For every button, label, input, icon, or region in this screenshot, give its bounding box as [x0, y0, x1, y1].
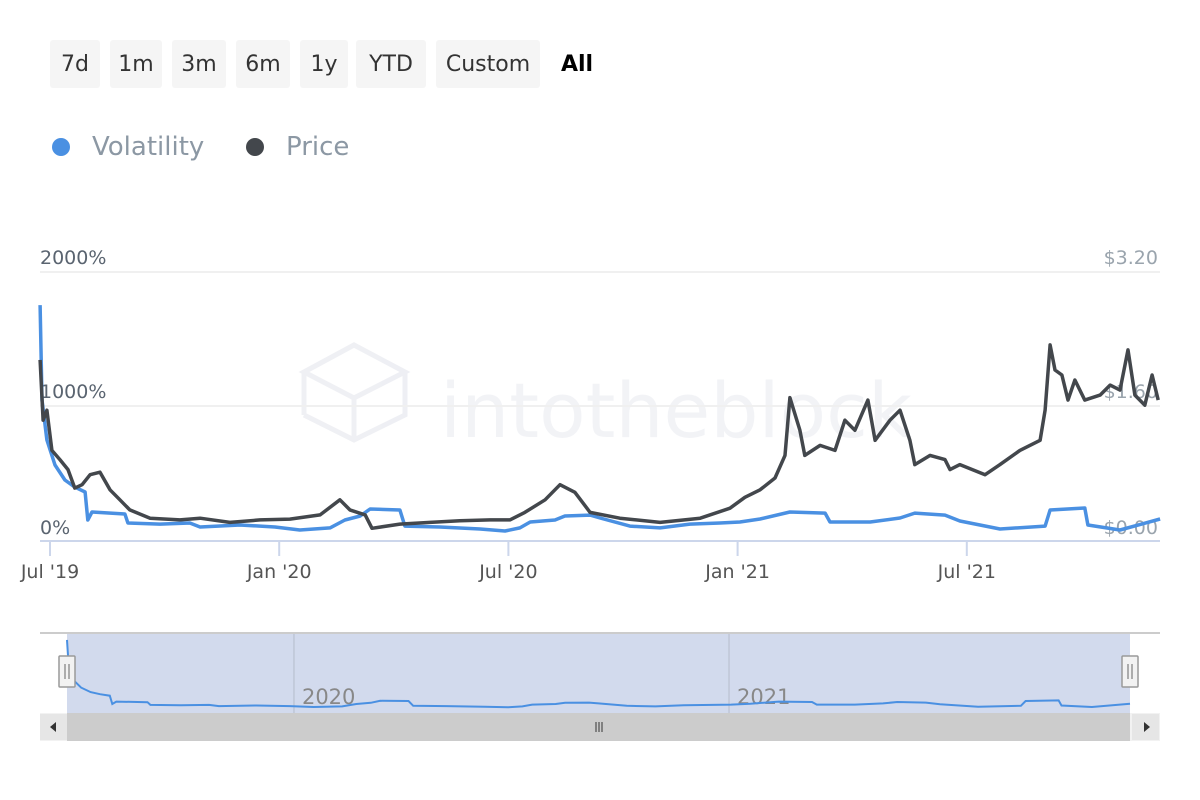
watermark: intotheblock: [298, 342, 912, 455]
navigator-label: 2021: [737, 685, 790, 709]
navigator-series: [66, 639, 1131, 709]
x-tick-label: Jan '20: [246, 561, 312, 583]
navigator-selection[interactable]: [67, 634, 1130, 713]
legend-label: Volatility: [92, 132, 205, 162]
range-button-7d[interactable]: 7d: [50, 40, 100, 88]
watermark-text: intotheblock: [440, 366, 912, 455]
legend-volatility[interactable]: Volatility: [52, 132, 204, 162]
legend-price[interactable]: Price: [246, 132, 349, 162]
range-button-6m[interactable]: 6m: [236, 40, 290, 88]
arrow-left-icon: [50, 722, 56, 732]
range-button-all[interactable]: All: [560, 51, 594, 77]
range-button-custom[interactable]: Custom: [436, 40, 540, 88]
y-left-tick: 2000%: [40, 247, 106, 269]
x-tick-label: Jul '20: [478, 561, 537, 583]
series-line-price: [38, 343, 1160, 531]
y-left-tick: 0%: [40, 517, 70, 539]
arrow-right-icon: [1144, 722, 1150, 732]
range-button-ytd[interactable]: YTD: [356, 40, 426, 88]
y-right-tick: $3.20: [1104, 247, 1158, 269]
range-button-1m[interactable]: 1m: [110, 40, 162, 88]
series-line-volatility: [38, 305, 1161, 533]
range-button-1y[interactable]: 1y: [300, 40, 348, 88]
range-button-3m[interactable]: 3m: [172, 40, 226, 88]
navigator-handle-right[interactable]: [1121, 655, 1139, 688]
x-tick-label: Jan '21: [704, 561, 770, 583]
x-tick-label: Jul '21: [937, 561, 996, 583]
y-left-tick: 1000%: [40, 381, 106, 403]
volatility-dot-icon: [52, 138, 70, 156]
legend-label: Price: [286, 132, 350, 162]
price-dot-icon: [246, 138, 264, 156]
y-right-tick: $1.60: [1104, 381, 1158, 403]
navigator-handle-left[interactable]: [58, 655, 76, 688]
x-tick-label: Jul '19: [20, 561, 79, 583]
